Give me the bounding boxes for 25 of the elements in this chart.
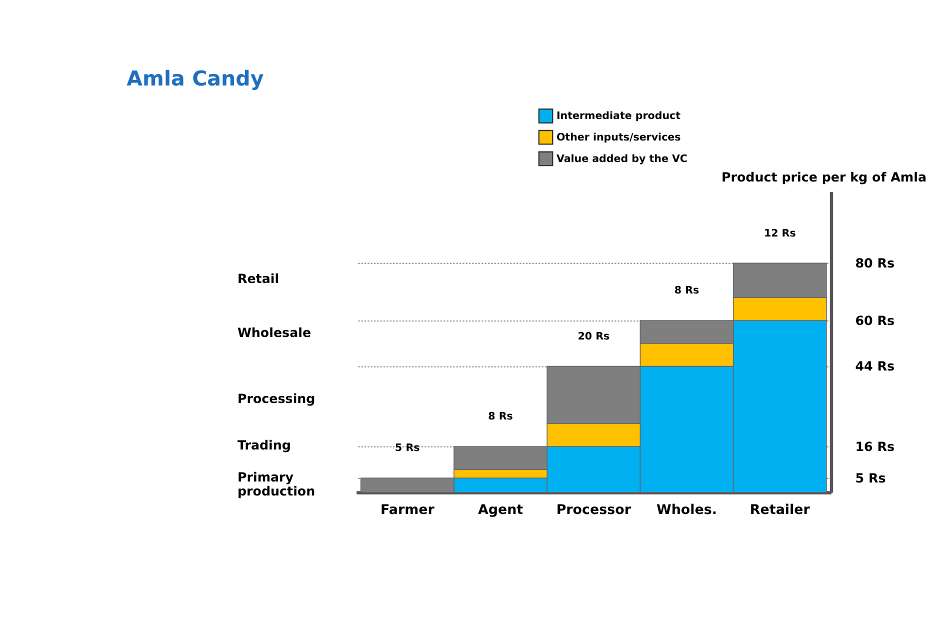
y-tick-label: 44 Rs (855, 358, 895, 374)
data-label: 8 Rs (674, 284, 700, 297)
data-label: 20 Rs (578, 330, 610, 342)
chart-title: Amla Candy (126, 66, 264, 91)
data-label: 12 Rs (764, 227, 796, 240)
x-tick-label: Agent (478, 503, 524, 518)
y-tick-label: 5 Rs (855, 470, 886, 486)
data-label: 8 Rs (488, 410, 513, 423)
x-tick-label: Farmer (380, 503, 435, 518)
text: Processing (237, 391, 316, 406)
data-label: 5 Rs (395, 442, 420, 454)
text: Trading (237, 438, 291, 453)
x-tick-label: Processor (556, 503, 632, 518)
y-tick-label: 60 Rs (855, 312, 895, 328)
text: Primary production (237, 469, 316, 499)
text: Wholesale (237, 324, 312, 340)
legend-label: Other inputs/services (556, 132, 681, 144)
y-axis-title: Product price per kg of Amla (721, 170, 926, 185)
text: Retail (237, 270, 280, 286)
y-tick-label: 16 Rs (855, 438, 895, 454)
x-tick-label: Retailer (750, 503, 810, 518)
x-tick-label: Wholes. (656, 503, 717, 518)
legend-label: Value added by the VC (556, 152, 688, 165)
legend-label: Intermediate product (556, 110, 681, 122)
y-tick-label: 80 Rs (855, 256, 895, 271)
